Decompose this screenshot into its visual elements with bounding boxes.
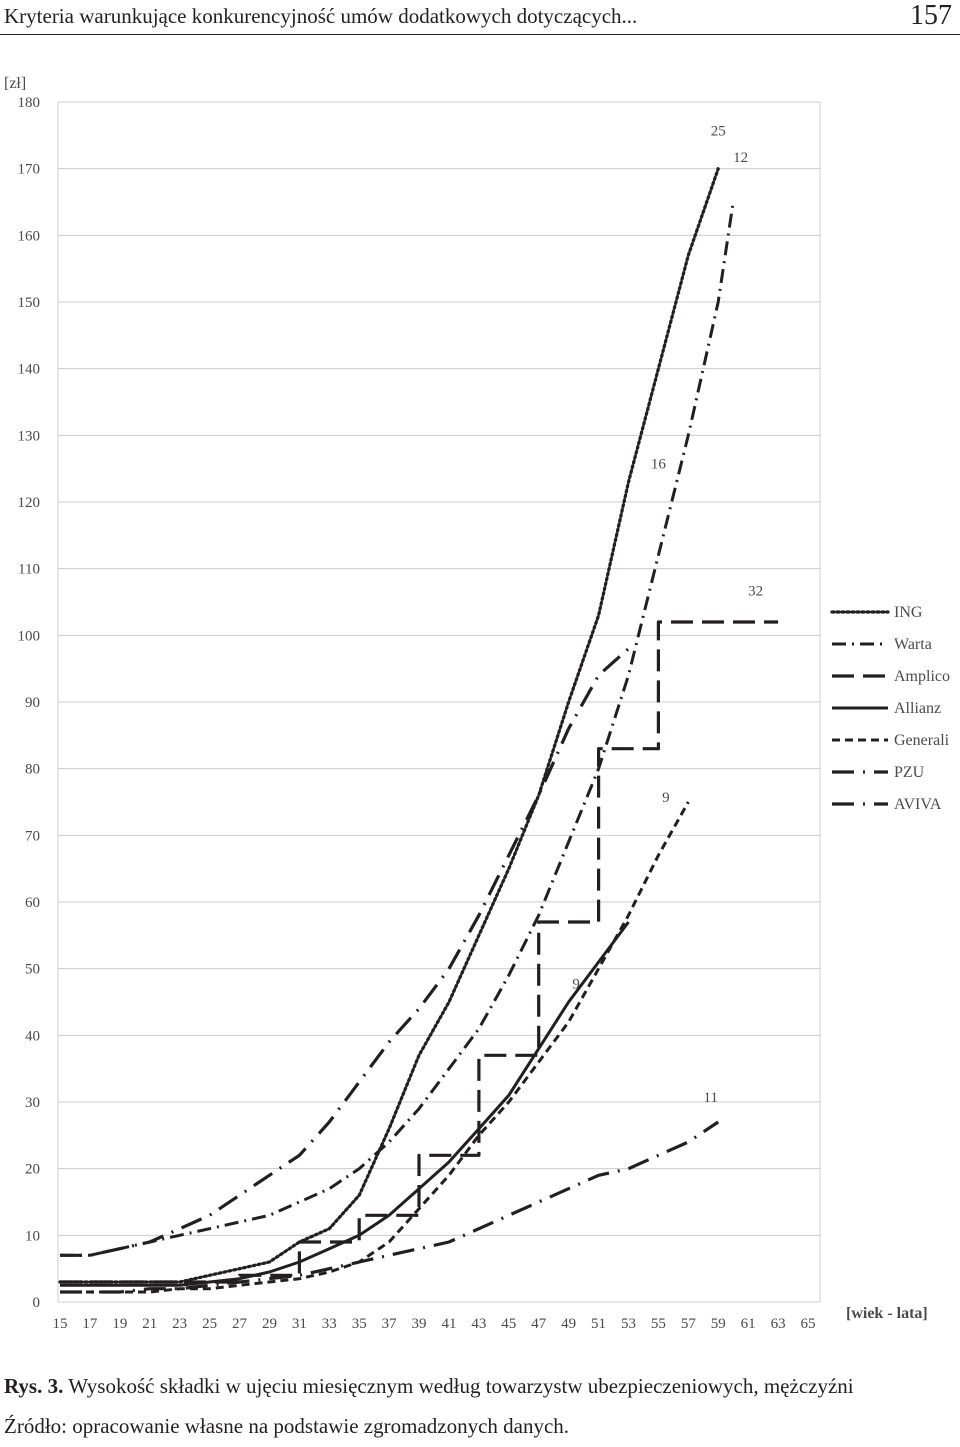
x-tick-label: 31 — [292, 1316, 307, 1332]
x-axis-label: [wiek - lata] — [846, 1305, 928, 1322]
y-tick-label: 10 — [25, 1228, 40, 1244]
y-tick-label: 40 — [25, 1028, 40, 1044]
x-tick-label: 27 — [232, 1316, 248, 1332]
annotation-label: 9 — [662, 790, 670, 806]
annotation-label: 12 — [733, 150, 748, 166]
x-tick-label: 29 — [262, 1316, 277, 1332]
y-tick-label: 0 — [33, 1295, 41, 1311]
y-tick-label: 110 — [18, 562, 40, 578]
legend-label: Allianz — [894, 700, 941, 717]
y-tick-label: 160 — [18, 228, 41, 244]
x-tick-label: 61 — [741, 1316, 756, 1332]
figure-source: Źródło: opracowanie własne na podstawie … — [4, 1414, 570, 1438]
legend-label: ING — [894, 604, 923, 621]
x-tick-label: 51 — [591, 1316, 606, 1332]
annotation-label: 9 — [572, 977, 580, 993]
y-tick-label: 90 — [25, 695, 40, 711]
y-axis-label: [zł] — [4, 75, 26, 92]
y-tick-label: 70 — [25, 828, 40, 844]
y-tick-label: 140 — [18, 362, 41, 378]
caption-text: Wysokość składki w ujęciu miesięcznym we… — [68, 1374, 854, 1398]
x-tick-label: 47 — [531, 1316, 547, 1332]
x-tick-label: 43 — [471, 1316, 486, 1332]
x-tick-label: 49 — [561, 1316, 576, 1332]
x-tick-label: 33 — [322, 1316, 337, 1332]
y-tick-label: 120 — [18, 495, 41, 511]
x-tick-label: 17 — [82, 1316, 98, 1332]
x-tick-label: 19 — [112, 1316, 127, 1332]
annotation-label: 25 — [711, 123, 726, 139]
series-line-warta — [60, 201, 735, 1257]
x-tick-label: 41 — [441, 1316, 456, 1332]
x-tick-label: 37 — [382, 1316, 398, 1332]
legend-label: Warta — [894, 636, 932, 653]
legend-label: Generali — [894, 732, 950, 749]
legend-label: Amplico — [894, 668, 950, 685]
x-tick-label: 45 — [501, 1316, 516, 1332]
annotation-label: 16 — [651, 457, 667, 473]
y-tick-label: 150 — [18, 295, 41, 311]
x-tick-label: 25 — [202, 1316, 217, 1332]
x-tick-label: 23 — [172, 1316, 187, 1332]
page-number: 157 — [910, 0, 952, 31]
series-line-ing — [58, 167, 720, 1284]
y-tick-label: 130 — [18, 428, 41, 444]
y-axis: 0 10 20 30 40 50 60 70 80 90 100 110 120 130 140 150 160… — [18, 95, 41, 1311]
series-line-amplico — [60, 620, 779, 1284]
annotation-label: 11 — [704, 1090, 718, 1106]
x-tick-label: 57 — [681, 1316, 697, 1332]
annotations: 25 12 16 32 9 9 11 — [572, 123, 763, 1106]
series-line-pzu — [60, 647, 630, 1257]
series-line-generali — [60, 801, 690, 1294]
x-tick-label: 55 — [651, 1316, 666, 1332]
y-tick-label: 80 — [25, 762, 40, 778]
x-tick-label: 59 — [711, 1316, 726, 1332]
x-tick-label: 39 — [412, 1316, 427, 1332]
y-tick-label: 170 — [18, 162, 41, 178]
legend: ING Warta Amplico Allianz Generali PZU AVIVA — [830, 604, 950, 813]
x-tick-label: 21 — [142, 1316, 157, 1332]
x-tick-label: 63 — [771, 1316, 786, 1332]
x-tick-label: 53 — [621, 1316, 636, 1332]
y-tick-label: 20 — [25, 1162, 40, 1178]
premium-chart: 0 10 20 30 40 50 60 70 80 90 100 110 120 130 140 150 160… — [4, 75, 950, 1332]
series-line-allianz — [60, 921, 630, 1287]
y-tick-label: 180 — [18, 95, 41, 111]
x-tick-label: 15 — [53, 1316, 68, 1332]
x-axis: 15 17 19 21 23 25 27 29 31 33 35 37 39 41 43 45 47 49 51 53… — [53, 1316, 816, 1332]
series-lines — [58, 167, 779, 1294]
x-tick-label: 35 — [352, 1316, 367, 1332]
legend-label: AVIVA — [894, 796, 942, 813]
legend-label: PZU — [894, 764, 925, 781]
grid-lines — [57, 101, 821, 1303]
figure-caption: Rys. 3. Wysokość składki w ujęciu miesię… — [4, 1374, 854, 1399]
page-header-title: Kryteria warunkujące konkurencyjność umó… — [4, 4, 638, 28]
y-tick-label: 30 — [25, 1095, 40, 1111]
y-tick-label: 50 — [25, 962, 40, 978]
caption-label: Rys. 3. — [4, 1374, 64, 1398]
x-tick-label: 65 — [801, 1316, 816, 1332]
y-tick-label: 60 — [25, 895, 40, 911]
y-tick-label: 100 — [18, 628, 41, 644]
annotation-label: 32 — [748, 583, 763, 599]
header-rule — [0, 34, 960, 35]
series-line-aviva — [60, 1120, 720, 1294]
